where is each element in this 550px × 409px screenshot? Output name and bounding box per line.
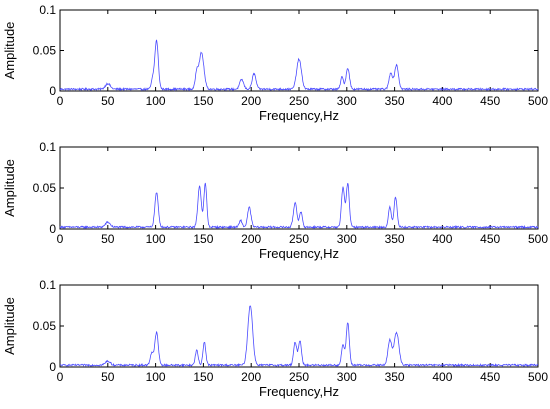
x-tick-label: 500: [528, 94, 548, 108]
x-tick-label: 200: [241, 94, 261, 108]
x-tick-label: 50: [101, 94, 115, 108]
x-axis-label: Frequency,Hz: [259, 384, 339, 399]
x-axis-label: Frequency,Hz: [259, 108, 339, 123]
x-tick-label: 300: [337, 94, 357, 108]
x-tick-label: 350: [385, 370, 405, 384]
spectrum-line: [59, 39, 539, 92]
x-tick-label: 450: [480, 370, 500, 384]
x-tick-label: 150: [193, 370, 213, 384]
x-tick-label: 150: [193, 232, 213, 246]
x-tick-label: 350: [385, 232, 405, 246]
y-tick-label: 0.1: [39, 278, 56, 292]
spectrum-line: [59, 305, 539, 368]
y-tick-label: 0.05: [33, 319, 57, 333]
x-tick-label: 0: [57, 370, 64, 384]
x-tick-label: 300: [337, 232, 357, 246]
x-tick-label: 0: [57, 94, 64, 108]
x-tick-label: 250: [289, 370, 309, 384]
y-axis-label: Amplitude: [2, 297, 17, 355]
x-tick-label: 200: [241, 232, 261, 246]
y-tick-label: 0: [49, 360, 56, 374]
y-axis-label: Amplitude: [2, 159, 17, 217]
spectrum-line: [59, 182, 539, 230]
plot-frame: [59, 9, 539, 92]
y-tick-label: 0: [49, 222, 56, 236]
x-tick-label: 0: [57, 232, 64, 246]
x-tick-label: 300: [337, 370, 357, 384]
y-tick-label: 0.05: [33, 181, 57, 195]
x-tick-label: 200: [241, 370, 261, 384]
x-tick-label: 150: [193, 94, 213, 108]
plot-frame: [59, 284, 539, 368]
subplot-1: 0 50 100 150 200 250 300 350 400 450 500 0 0.05 0.1 Fr…: [2, 3, 548, 123]
x-tick-label: 250: [289, 232, 309, 246]
y-tick-label: 0: [49, 84, 56, 98]
x-tick-label: 400: [432, 232, 452, 246]
x-tick-label: 350: [385, 94, 405, 108]
x-tick-label: 50: [101, 370, 115, 384]
x-tick-label: 250: [289, 94, 309, 108]
x-axis-label: Frequency,Hz: [259, 246, 339, 261]
x-tick-label: 400: [432, 370, 452, 384]
x-tick-label: 50: [101, 232, 115, 246]
y-tick-label: 0.1: [39, 3, 56, 17]
x-tick-label: 100: [146, 370, 166, 384]
subplot-2: 0 50 100 150 200 250 300 350 400 450 500 0 0.05 0.1 Fr…: [2, 140, 548, 261]
x-tick-label: 450: [480, 232, 500, 246]
x-tick-label: 100: [146, 94, 166, 108]
x-tick-label: 500: [528, 232, 548, 246]
subplot-3: 0 50 100 150 200 250 300 350 400 450 500 0 0.05 0.1 Fr…: [2, 278, 548, 399]
plot-frame: [59, 146, 539, 230]
x-tick-label: 400: [432, 94, 452, 108]
x-tick-label: 100: [146, 232, 166, 246]
x-tick-label: 500: [528, 370, 548, 384]
y-tick-label: 0.05: [33, 44, 57, 58]
y-tick-label: 0.1: [39, 140, 56, 154]
x-tick-label: 450: [480, 94, 500, 108]
y-axis-label: Amplitude: [2, 22, 17, 80]
